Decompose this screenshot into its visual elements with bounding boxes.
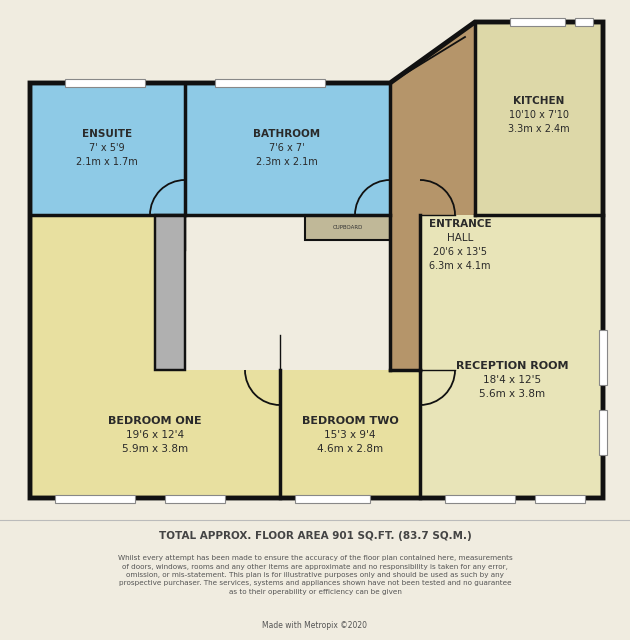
Text: BEDROOM TWO: BEDROOM TWO — [302, 416, 398, 426]
Bar — [535, 495, 585, 503]
Text: BATHROOM: BATHROOM — [253, 129, 321, 139]
Text: Made with Metropix ©2020: Made with Metropix ©2020 — [263, 621, 367, 630]
Text: 5.6m x 3.8m: 5.6m x 3.8m — [479, 389, 545, 399]
Text: ENSUITE: ENSUITE — [82, 129, 132, 139]
Text: 4.6m x 2.8m: 4.6m x 2.8m — [317, 444, 383, 454]
Text: 3.3m x 2.4m: 3.3m x 2.4m — [508, 124, 570, 134]
Polygon shape — [30, 215, 155, 370]
Polygon shape — [185, 83, 390, 215]
Bar — [599, 330, 607, 385]
Text: 2.1m x 1.7m: 2.1m x 1.7m — [76, 157, 138, 167]
Text: ENTRANCE: ENTRANCE — [428, 219, 491, 229]
Polygon shape — [420, 215, 603, 498]
Text: Whilst every attempt has been made to ensure the accuracy of the floor plan cont: Whilst every attempt has been made to en… — [118, 555, 512, 595]
Bar — [510, 18, 565, 26]
Text: 18'4 x 12'5: 18'4 x 12'5 — [483, 375, 541, 385]
Bar — [295, 495, 370, 503]
Text: 20'6 x 13'5: 20'6 x 13'5 — [433, 247, 487, 257]
Text: KITCHEN: KITCHEN — [513, 96, 564, 106]
Bar — [55, 495, 135, 503]
Text: 2.3m x 2.1m: 2.3m x 2.1m — [256, 157, 318, 167]
Bar — [445, 495, 515, 503]
Text: TOTAL APPROX. FLOOR AREA 901 SQ.FT. (83.7 SQ.M.): TOTAL APPROX. FLOOR AREA 901 SQ.FT. (83.… — [159, 531, 471, 541]
Bar — [65, 79, 145, 87]
Bar — [599, 410, 607, 455]
Text: 19'6 x 12'4: 19'6 x 12'4 — [126, 430, 184, 440]
Text: 15'3 x 9'4: 15'3 x 9'4 — [324, 430, 375, 440]
Text: 7' x 5'9: 7' x 5'9 — [89, 143, 125, 153]
Bar — [215, 79, 325, 87]
Text: CUPBOARD: CUPBOARD — [332, 225, 363, 230]
Text: BEDROOM ONE: BEDROOM ONE — [108, 416, 202, 426]
Text: 7'6 x 7': 7'6 x 7' — [269, 143, 305, 153]
Polygon shape — [30, 370, 280, 498]
Polygon shape — [280, 370, 420, 498]
Bar — [165, 495, 225, 503]
Text: RECEPTION ROOM: RECEPTION ROOM — [455, 361, 568, 371]
Polygon shape — [30, 83, 185, 215]
Text: 10'10 x 7'10: 10'10 x 7'10 — [509, 110, 569, 120]
Bar — [575, 18, 593, 26]
Polygon shape — [390, 22, 475, 370]
Text: HALL: HALL — [447, 233, 473, 243]
Bar — [305, 215, 390, 240]
Polygon shape — [475, 22, 603, 215]
Text: 6.3m x 4.1m: 6.3m x 4.1m — [429, 261, 491, 271]
Text: 5.9m x 3.8m: 5.9m x 3.8m — [122, 444, 188, 454]
Bar — [155, 215, 185, 370]
